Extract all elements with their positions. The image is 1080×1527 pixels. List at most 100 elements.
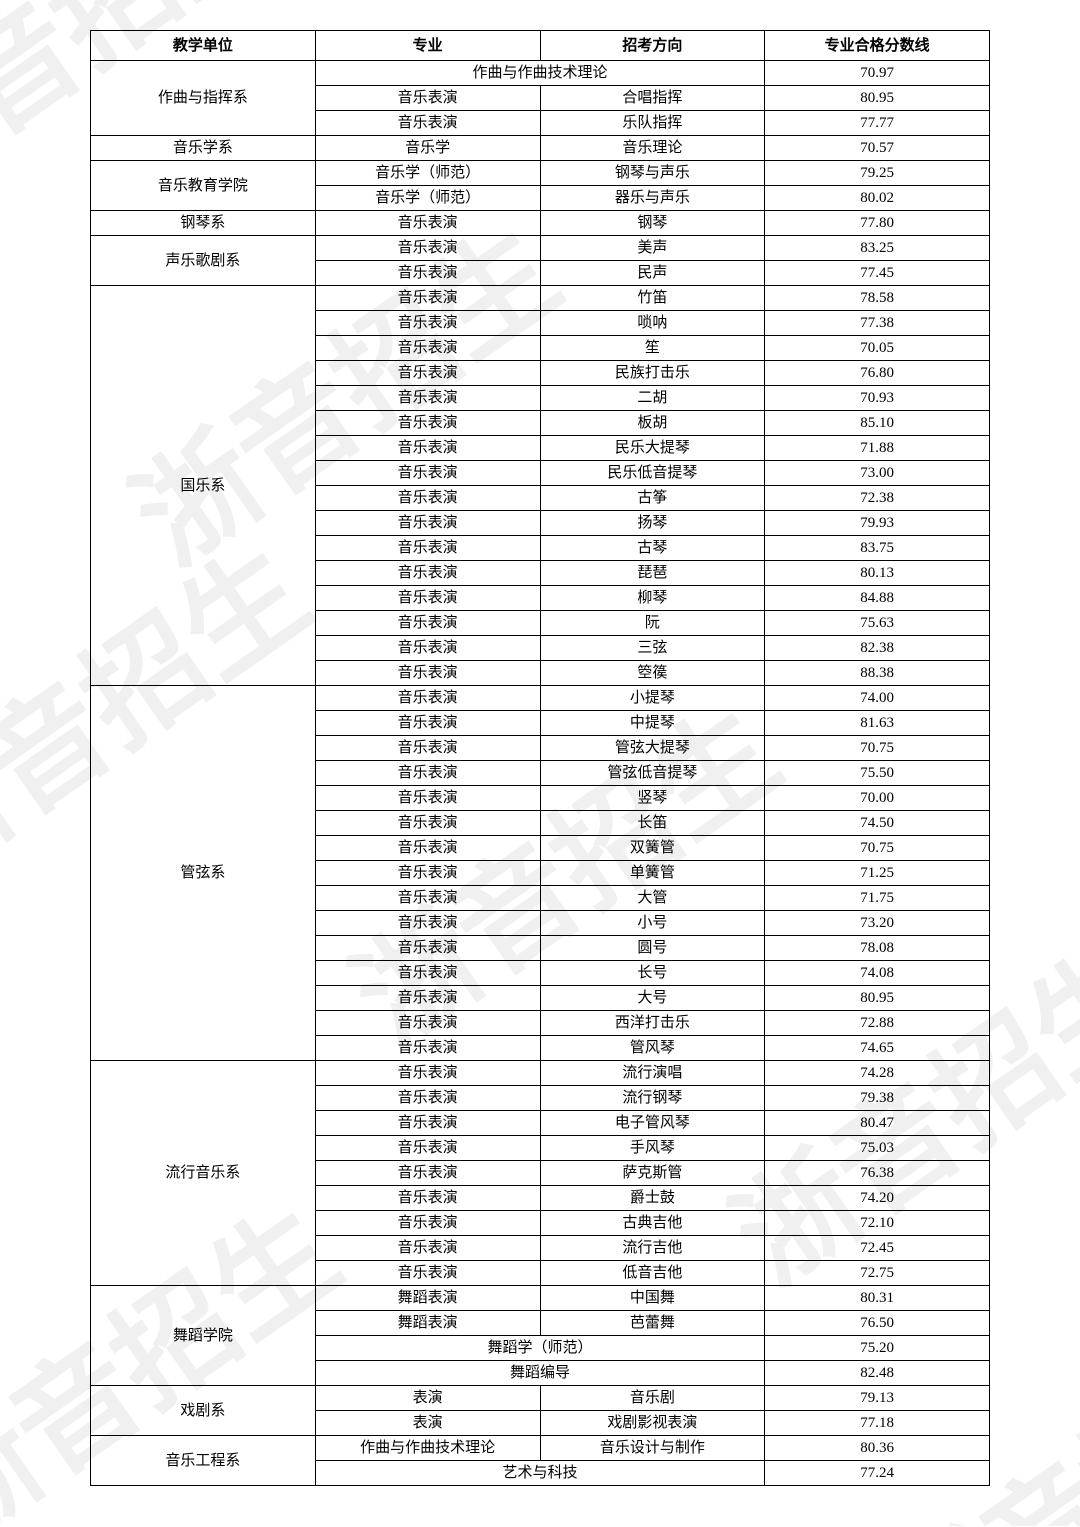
cell-direction: 合唱指挥 (540, 86, 765, 111)
col-header-score: 专业合格分数线 (765, 31, 990, 61)
cell-direction: 钢琴与声乐 (540, 161, 765, 186)
cell-score: 77.77 (765, 111, 990, 136)
cell-direction: 三弦 (540, 636, 765, 661)
cell-score: 76.38 (765, 1161, 990, 1186)
cell-direction: 民族打击乐 (540, 361, 765, 386)
cell-major: 音乐表演 (315, 86, 540, 111)
cell-major: 音乐表演 (315, 911, 540, 936)
cell-score: 71.25 (765, 861, 990, 886)
cell-major: 音乐表演 (315, 1236, 540, 1261)
cell-major: 音乐表演 (315, 1086, 540, 1111)
cell-direction: 笙 (540, 336, 765, 361)
cell-unit: 管弦系 (91, 686, 316, 1061)
cell-score: 77.80 (765, 211, 990, 236)
cell-direction: 爵士鼓 (540, 1186, 765, 1211)
cell-score: 79.25 (765, 161, 990, 186)
cell-unit: 流行音乐系 (91, 1061, 316, 1286)
cell-direction: 美声 (540, 236, 765, 261)
table-row: 音乐教育学院音乐学（师范）钢琴与声乐79.25 (91, 161, 990, 186)
cell-major: 音乐表演 (315, 461, 540, 486)
cell-major: 音乐表演 (315, 411, 540, 436)
cell-major: 音乐表演 (315, 886, 540, 911)
cell-major: 音乐表演 (315, 961, 540, 986)
cell-score: 70.57 (765, 136, 990, 161)
cell-major: 作曲与作曲技术理论 (315, 61, 765, 86)
table-header-row: 教学单位 专业 招考方向 专业合格分数线 (91, 31, 990, 61)
cell-unit: 音乐工程系 (91, 1436, 316, 1486)
cell-direction: 电子管风琴 (540, 1111, 765, 1136)
cell-score: 82.38 (765, 636, 990, 661)
cell-unit: 作曲与指挥系 (91, 61, 316, 136)
cell-direction: 小号 (540, 911, 765, 936)
cell-direction: 音乐设计与制作 (540, 1436, 765, 1461)
cell-score: 71.88 (765, 436, 990, 461)
cell-score: 80.31 (765, 1286, 990, 1311)
cell-unit: 戏剧系 (91, 1386, 316, 1436)
cell-direction: 流行钢琴 (540, 1086, 765, 1111)
cell-major: 音乐表演 (315, 586, 540, 611)
cell-major: 音乐表演 (315, 436, 540, 461)
cell-score: 74.50 (765, 811, 990, 836)
cell-score: 75.03 (765, 1136, 990, 1161)
score-table: 教学单位 专业 招考方向 专业合格分数线 作曲与指挥系作曲与作曲技术理论70.9… (90, 30, 990, 1486)
cell-direction: 器乐与声乐 (540, 186, 765, 211)
cell-direction: 古筝 (540, 486, 765, 511)
cell-direction: 古典吉他 (540, 1211, 765, 1236)
cell-direction: 柳琴 (540, 586, 765, 611)
cell-direction: 扬琴 (540, 511, 765, 536)
cell-major: 艺术与科技 (315, 1461, 765, 1486)
table-row: 作曲与指挥系作曲与作曲技术理论70.97 (91, 61, 990, 86)
cell-direction: 唢呐 (540, 311, 765, 336)
cell-score: 70.75 (765, 836, 990, 861)
cell-major: 音乐表演 (315, 486, 540, 511)
col-header-dir: 招考方向 (540, 31, 765, 61)
cell-unit: 音乐学系 (91, 136, 316, 161)
cell-major: 音乐表演 (315, 361, 540, 386)
cell-direction: 大管 (540, 886, 765, 911)
page-container: 浙音招生浙音招生浙音招生浙音招生浙音招生浙音招生浙音招生 教学单位 专业 招考方… (0, 0, 1080, 1526)
cell-score: 73.00 (765, 461, 990, 486)
cell-score: 80.47 (765, 1111, 990, 1136)
cell-major: 音乐表演 (315, 986, 540, 1011)
cell-major: 音乐表演 (315, 1161, 540, 1186)
cell-direction: 西洋打击乐 (540, 1011, 765, 1036)
cell-score: 72.88 (765, 1011, 990, 1036)
cell-major: 音乐表演 (315, 1211, 540, 1236)
cell-score: 74.08 (765, 961, 990, 986)
cell-direction: 箜篌 (540, 661, 765, 686)
cell-score: 70.05 (765, 336, 990, 361)
table-row: 国乐系音乐表演竹笛78.58 (91, 286, 990, 311)
cell-direction: 琵琶 (540, 561, 765, 586)
table-row: 音乐工程系作曲与作曲技术理论音乐设计与制作80.36 (91, 1436, 990, 1461)
cell-major: 音乐表演 (315, 1111, 540, 1136)
cell-score: 71.75 (765, 886, 990, 911)
cell-major: 舞蹈学（师范） (315, 1336, 765, 1361)
table-row: 声乐歌剧系音乐表演美声83.25 (91, 236, 990, 261)
cell-major: 表演 (315, 1386, 540, 1411)
cell-major: 音乐表演 (315, 811, 540, 836)
cell-major: 音乐表演 (315, 111, 540, 136)
cell-major: 音乐表演 (315, 536, 540, 561)
cell-major: 音乐表演 (315, 861, 540, 886)
cell-major: 音乐表演 (315, 511, 540, 536)
cell-score: 77.38 (765, 311, 990, 336)
col-header-major: 专业 (315, 31, 540, 61)
cell-direction: 竖琴 (540, 786, 765, 811)
cell-direction: 民声 (540, 261, 765, 286)
cell-major: 音乐表演 (315, 211, 540, 236)
cell-score: 72.75 (765, 1261, 990, 1286)
cell-score: 75.20 (765, 1336, 990, 1361)
cell-major: 舞蹈编导 (315, 1361, 765, 1386)
cell-score: 82.48 (765, 1361, 990, 1386)
table-body: 作曲与指挥系作曲与作曲技术理论70.97音乐表演合唱指挥80.95音乐表演乐队指… (91, 61, 990, 1486)
cell-score: 77.18 (765, 1411, 990, 1436)
cell-major: 音乐表演 (315, 1061, 540, 1086)
cell-score: 80.36 (765, 1436, 990, 1461)
cell-direction: 双簧管 (540, 836, 765, 861)
cell-direction: 萨克斯管 (540, 1161, 765, 1186)
cell-score: 72.38 (765, 486, 990, 511)
cell-direction: 流行吉他 (540, 1236, 765, 1261)
cell-major: 音乐表演 (315, 611, 540, 636)
cell-score: 72.45 (765, 1236, 990, 1261)
table-row: 音乐学系音乐学音乐理论70.57 (91, 136, 990, 161)
